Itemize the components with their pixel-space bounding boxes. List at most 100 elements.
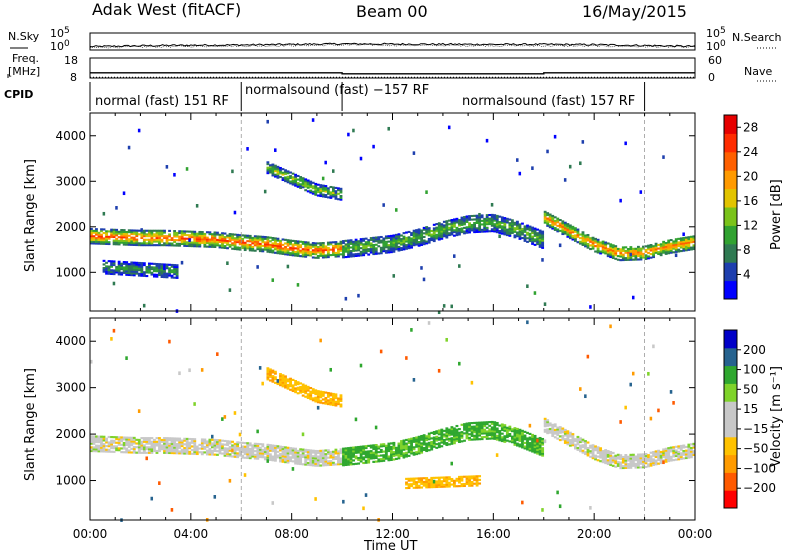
velocity-cell (531, 450, 534, 453)
power-cell (150, 244, 154, 247)
power-cell (450, 226, 454, 229)
power-cell (258, 248, 262, 251)
power-cell (425, 231, 429, 234)
velocity-cell (518, 436, 522, 439)
power-cell (468, 227, 471, 230)
power-cell (160, 266, 164, 269)
power-cell (90, 242, 93, 245)
velocity-cell (412, 486, 416, 489)
velocity-cell (100, 446, 103, 449)
power-cell (526, 228, 529, 231)
velocity-cell (417, 484, 421, 487)
power-cell (142, 240, 146, 243)
velocity-cell (389, 446, 393, 449)
velocity-cell (460, 475, 464, 478)
power-cell (178, 235, 182, 238)
velocity-cell (546, 430, 550, 433)
velocity-cell (100, 441, 103, 444)
power-cell (261, 241, 265, 244)
velocity-cell (306, 461, 310, 465)
power-cell (329, 248, 333, 251)
power-scatter-cell (392, 274, 396, 278)
power-cell (127, 264, 131, 268)
velocity-scatter-cell (276, 379, 280, 383)
velocity-cell (301, 448, 305, 451)
velocity-cell (279, 378, 282, 381)
velocity-cell (158, 444, 161, 447)
velocity-cell (208, 447, 212, 451)
power-cell (674, 245, 678, 248)
power-cell (135, 267, 139, 270)
velocity-cell (97, 441, 101, 444)
power-cell (566, 223, 570, 226)
power-cell (445, 225, 449, 228)
power-cell (170, 269, 174, 272)
velocity-cell (624, 454, 628, 457)
power-cell (132, 272, 136, 275)
velocity-cell (518, 445, 522, 448)
velocity-cell (407, 479, 411, 482)
power-cell (574, 227, 577, 230)
velocity-cell (437, 444, 441, 447)
power-cell (203, 232, 207, 236)
power-cell (349, 246, 353, 249)
velocity-cell (463, 423, 466, 426)
power-cell (516, 220, 519, 223)
power-cell (480, 223, 484, 226)
power-cell (392, 236, 396, 239)
power-cell (689, 239, 693, 242)
velocity-cell (228, 440, 232, 443)
power-cell (291, 245, 295, 248)
velocity-cell (279, 460, 282, 463)
power-cell (110, 234, 113, 237)
power-cell (316, 245, 320, 249)
velocity-cell (475, 429, 479, 432)
power-scatter-cell (286, 264, 290, 269)
velocity-cell (334, 463, 338, 466)
power-cell (679, 237, 683, 240)
velocity-cell (145, 438, 149, 442)
velocity-cell (188, 443, 192, 446)
velocity-cell (599, 449, 603, 452)
velocity-scatter-cell (405, 356, 408, 360)
velocity-cell (478, 482, 482, 485)
power-cell (485, 215, 489, 219)
power-cell (120, 232, 124, 235)
power-cell (213, 238, 217, 241)
freq-panel-frame (89, 57, 696, 79)
velocity-cell (594, 458, 597, 461)
velocity-cell (268, 449, 272, 452)
velocity-cell (427, 445, 431, 448)
velocity-cell (435, 485, 439, 489)
power-cell (516, 235, 519, 238)
velocity-cell (652, 454, 655, 457)
velocity-cell (367, 444, 371, 447)
power-cell (238, 234, 242, 237)
velocity-cell (140, 442, 144, 445)
power-cell (498, 224, 502, 227)
power-cell (160, 265, 164, 268)
velocity-cell (384, 444, 388, 447)
nave-label: Nave (744, 65, 773, 78)
power-cell (589, 237, 592, 240)
velocity-cell (132, 446, 136, 449)
velocity-cell (342, 449, 345, 452)
power-cell (430, 229, 434, 233)
power-scatter-cell (173, 172, 176, 177)
power-cell (296, 182, 300, 185)
power-cell (669, 244, 673, 247)
velocity-cell (662, 450, 666, 453)
velocity-cell (480, 426, 484, 430)
velocity-cell (268, 368, 272, 371)
power-cell (586, 244, 590, 247)
velocity-cell (349, 452, 353, 455)
velocity-cell (599, 447, 603, 450)
power-cell (326, 248, 330, 251)
power-cell (241, 245, 245, 248)
velocity-cell (526, 446, 529, 449)
power-cell (654, 249, 658, 253)
power-scatter-cell (579, 161, 582, 166)
velocity-cell (372, 457, 376, 460)
power-cell (367, 253, 371, 256)
power-cell (274, 248, 277, 251)
